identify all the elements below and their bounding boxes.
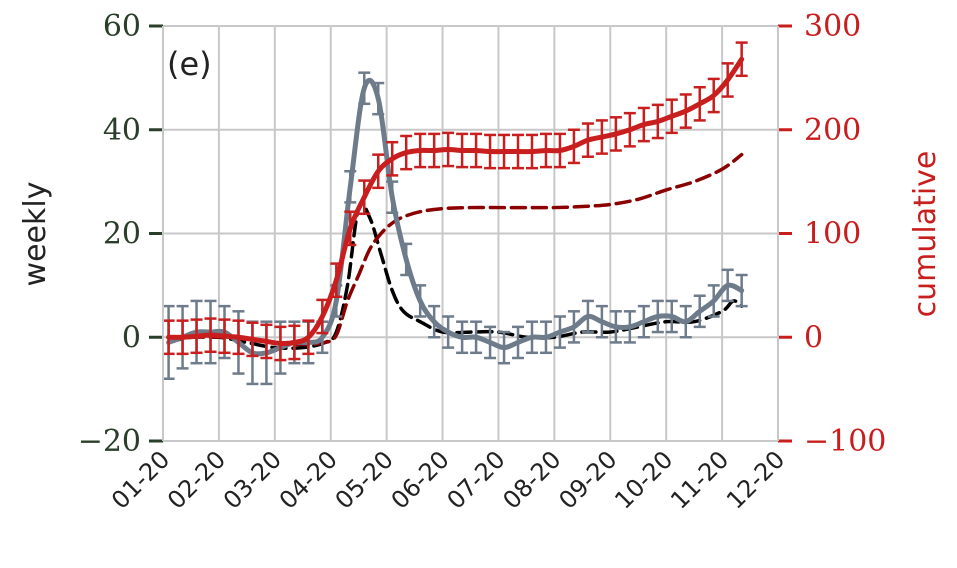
y-left-tick-label: 60 [103, 9, 141, 44]
x-tick-label: 05-20 [330, 445, 399, 514]
y-right-tick-label: −100 [804, 424, 886, 459]
x-tick-label: 02-20 [162, 445, 231, 514]
x-tick-label: 08-20 [497, 445, 566, 514]
y-left-tick-label: 20 [103, 217, 141, 252]
x-tick-label: 07-20 [442, 445, 511, 514]
y-right-tick-label: 100 [804, 217, 861, 252]
y-right-tick-label: 0 [804, 320, 823, 355]
y-left-tick-label: 0 [122, 320, 141, 355]
panel-label: (e) [167, 45, 212, 83]
axes: 01-2002-2003-2004-2005-2006-2007-2008-20… [78, 9, 887, 515]
cumulative-series-line [166, 56, 745, 347]
x-tick-label: 11-20 [665, 445, 734, 514]
cumulative-series [162, 41, 748, 362]
y-axis-left-title: weekly [18, 182, 53, 287]
y-right-tick-label: 200 [804, 113, 861, 148]
y-axis-right-title: cumulative [908, 151, 943, 318]
x-tick-label: 03-20 [218, 445, 287, 514]
x-tick-label: 06-20 [386, 445, 455, 514]
x-tick-label: 10-20 [609, 445, 678, 514]
weekly-model-series-line [166, 201, 744, 351]
y-right-tick-label: 300 [804, 9, 861, 44]
grid-lines [162, 25, 779, 442]
y-left-tick-label: −20 [78, 424, 141, 459]
y-left-tick-label: 40 [103, 113, 141, 148]
weekly-model-series [166, 201, 744, 351]
x-tick-label: 04-20 [274, 445, 343, 514]
x-tick-label: 09-20 [553, 445, 622, 514]
x-tick-label: 12-20 [721, 445, 790, 514]
series-layer [162, 41, 748, 386]
